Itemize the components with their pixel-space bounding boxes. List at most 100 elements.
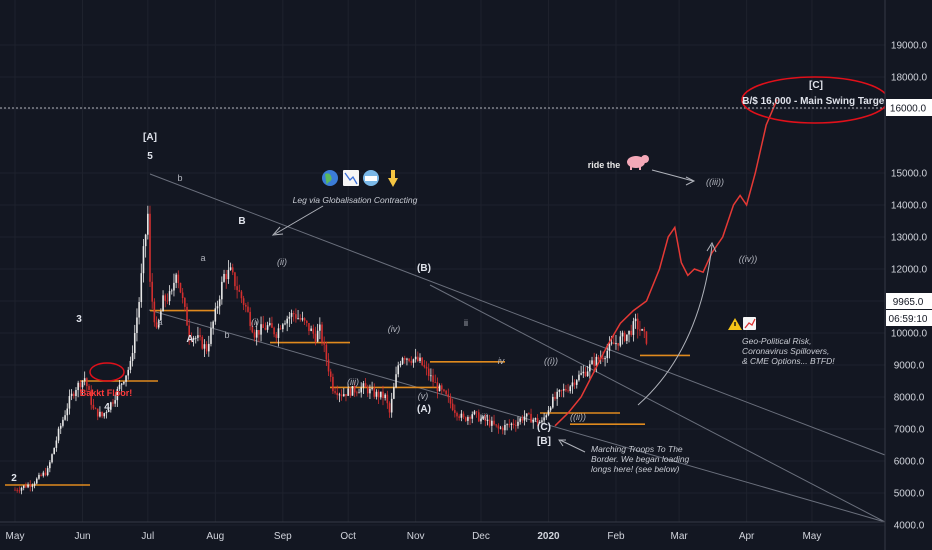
candle-body (397, 365, 400, 375)
candle-body (229, 267, 232, 270)
wave-label-minor: ((ii)) (570, 412, 586, 422)
candle-body (288, 316, 291, 319)
wave-label: (C) (537, 422, 551, 433)
trend-channels (148, 173, 886, 523)
candle-body (593, 360, 595, 366)
candle-body (92, 404, 95, 409)
candle-body (477, 412, 480, 422)
candle-body (42, 472, 45, 476)
candle-body (584, 371, 587, 377)
candle-body (305, 320, 308, 324)
candle-body (114, 400, 116, 404)
candle-body (207, 343, 210, 352)
candle-body (90, 390, 93, 405)
candle-body (530, 413, 532, 423)
candle-body (75, 390, 77, 397)
price-tick-label: 9000.0 (894, 361, 925, 372)
candle-body (604, 358, 606, 360)
candle-body (573, 382, 576, 385)
wave-label: B (238, 216, 245, 227)
candle-body (247, 306, 249, 312)
candle-body (279, 328, 282, 330)
candle-body (377, 391, 380, 398)
candle-body (55, 440, 58, 448)
candle-body (639, 329, 641, 331)
price-tick-label: 18000.0 (891, 73, 928, 84)
time-tick-label: Jun (74, 531, 90, 542)
candle-body (262, 324, 265, 328)
candle-body (371, 388, 373, 390)
candle-body (443, 389, 445, 391)
candle-body (510, 423, 513, 425)
candle-body (258, 330, 260, 335)
candle-body (147, 213, 149, 235)
time-tick-label: Nov (407, 531, 425, 542)
price-tick-label: 8000.0 (894, 393, 925, 404)
wave-label-minor: ii (464, 318, 468, 328)
candle-body (303, 318, 306, 321)
wave-label-minor: b (224, 330, 229, 340)
candle-body (580, 373, 582, 375)
candle-body (610, 342, 613, 344)
candle-body (199, 335, 201, 337)
candle-body (556, 391, 558, 399)
candle-body (430, 375, 432, 377)
channel-line (148, 309, 886, 523)
candle-body (471, 414, 474, 419)
candle-body (325, 344, 328, 360)
candle-body (501, 427, 504, 431)
candle-body (586, 371, 589, 377)
candle-body (427, 368, 430, 377)
price-tick-label: 7000.0 (894, 425, 925, 436)
price-tick-label: 14000.0 (891, 201, 928, 212)
candle-body (545, 415, 548, 418)
price-axis[interactable]: 19000.018000.017000.015000.014000.013000… (884, 0, 932, 550)
wave-label-minor: (iv) (388, 324, 401, 334)
candle-body (608, 343, 611, 351)
candle-body (506, 424, 508, 426)
candle-body (236, 286, 238, 291)
candle-body (218, 299, 221, 307)
candle-body (451, 403, 454, 411)
wave-label-minor: (iii) (347, 377, 359, 387)
candle-body (595, 356, 598, 366)
candle-body (340, 394, 343, 397)
candle-body (591, 360, 593, 365)
candle-body (464, 417, 467, 421)
candle-body (408, 358, 410, 362)
candle-body (462, 413, 465, 418)
candle-body (469, 417, 471, 419)
candle-body (277, 328, 280, 338)
candle-body (282, 324, 284, 330)
time-tick-label: Jul (141, 531, 154, 542)
candle-body (401, 358, 404, 364)
candle-body (238, 290, 241, 292)
candle-body (558, 390, 561, 392)
candle-body (155, 322, 158, 328)
candle-body (336, 392, 339, 396)
candle-body (321, 324, 323, 343)
candle-body (440, 385, 443, 390)
price-tick-label: 4000.0 (894, 521, 925, 532)
candle-body (20, 487, 23, 491)
candle-body (351, 386, 354, 396)
candle-body (523, 416, 526, 421)
marching-annotation-3: longs here! (see below) (591, 464, 680, 474)
time-axis[interactable]: May Jun Jul Aug Sep Oct Nov Dec 2020 Feb Mar Apr May (0, 521, 885, 542)
wave-label: A (186, 334, 193, 345)
candle-body (253, 332, 256, 338)
candle-body (388, 403, 391, 413)
candle-body (602, 357, 604, 360)
candle-body (22, 485, 25, 488)
candle-body (240, 291, 243, 299)
target-annotation: Ƀ/$ 16,000 - Main Swing Target (742, 96, 888, 107)
candle-body (186, 306, 188, 326)
candle-body (33, 483, 36, 486)
candle-body (567, 390, 569, 392)
candle-body (223, 273, 225, 282)
candle-body (417, 356, 419, 361)
candle-body (342, 394, 345, 397)
candle-body (554, 396, 556, 399)
price-tick-label: 6000.0 (894, 457, 925, 468)
